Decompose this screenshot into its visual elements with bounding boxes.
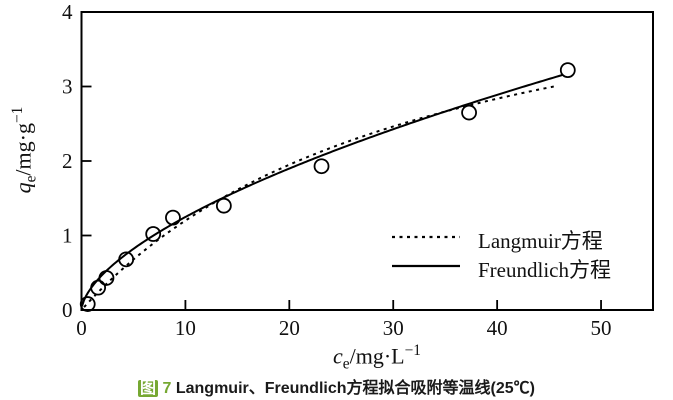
y-tick-label: 0	[62, 298, 73, 322]
y-axis-variable: q	[10, 182, 36, 194]
data-point-marker	[118, 251, 135, 268]
data-point-marker	[165, 209, 181, 226]
y-tick-label: 4	[62, 0, 73, 24]
y-axis-subscript: e	[22, 175, 40, 183]
data-point-marker	[559, 62, 576, 79]
x-tick-label: 0	[76, 316, 87, 340]
data-point-marker	[90, 279, 107, 296]
curve-freundlich	[81, 73, 563, 307]
y-tick-label: 3	[62, 75, 73, 99]
y-axis-exponent: −1	[9, 106, 26, 123]
x-tick-label: 30	[383, 316, 404, 340]
figure-number-badge: 图	[138, 380, 159, 397]
figure-caption-text: Langmuir、Freundlich方程拟合吸附等温线(25℃)	[175, 380, 535, 397]
y-tick-label: 2	[62, 149, 73, 173]
figure-number: 7	[162, 380, 172, 397]
figure-caption: 图 7 Langmuir、Freundlich方程拟合吸附等温线(25℃)	[0, 374, 673, 398]
fit-curves-layer	[81, 73, 563, 308]
x-axis-variable: c	[333, 343, 343, 369]
y-axis-label: qe/mg·g−1	[9, 65, 40, 235]
x-tick-label: 50	[591, 316, 612, 340]
data-points-layer	[79, 62, 576, 312]
legend-samples-layer	[392, 235, 460, 268]
x-axis-units: /mg·L	[349, 343, 405, 369]
x-axis-label: ce/mg·L−1	[277, 342, 477, 374]
y-axis-units: /mg·g	[10, 123, 36, 176]
x-tick-label: 20	[279, 316, 300, 340]
axes-layer: 0 10 20 30 40 50 0 1 2 3 4	[62, 0, 654, 340]
x-axis-exponent: −1	[404, 342, 421, 359]
data-point-marker	[215, 197, 232, 214]
legend-item-langmuir: Langmuir方程	[478, 229, 603, 253]
x-tick-label: 10	[175, 316, 196, 340]
legend-item-freundlich: Freundlich方程	[478, 258, 611, 282]
data-point-marker	[145, 226, 162, 242]
data-point-marker	[98, 270, 115, 286]
data-point-marker	[313, 158, 330, 175]
curve-langmuir	[83, 84, 558, 308]
data-point-marker	[79, 296, 96, 312]
x-axis-subscript: e	[342, 355, 350, 373]
x-tick-label: 40	[487, 316, 508, 340]
y-tick-label: 1	[62, 224, 73, 248]
data-point-marker	[461, 104, 477, 121]
